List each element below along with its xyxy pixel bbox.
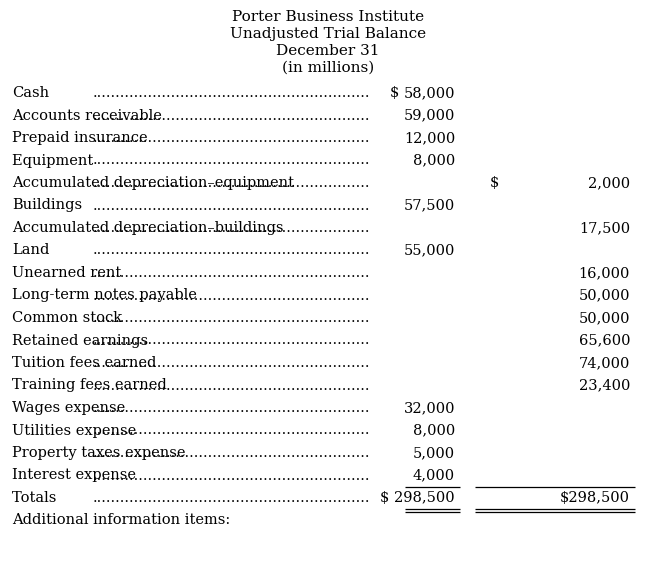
Text: 2,000: 2,000	[588, 176, 630, 190]
Text: Porter Business Institute: Porter Business Institute	[232, 10, 424, 24]
Text: 8,000: 8,000	[413, 154, 455, 168]
Text: Common stock: Common stock	[12, 311, 122, 325]
Text: ............................................................: ........................................…	[92, 221, 370, 235]
Text: ............................................................: ........................................…	[92, 423, 370, 437]
Text: Cash: Cash	[12, 86, 49, 100]
Text: Interest expense: Interest expense	[12, 468, 140, 482]
Text: ............................................................: ........................................…	[92, 356, 370, 370]
Text: Additional information items:: Additional information items:	[12, 513, 230, 528]
Text: (in millions): (in millions)	[282, 61, 374, 75]
Text: ............................................................: ........................................…	[92, 266, 370, 280]
Text: Land: Land	[12, 244, 49, 257]
Text: Prepaid insurance: Prepaid insurance	[12, 131, 152, 145]
Text: Buildings: Buildings	[12, 199, 82, 212]
Text: ............................................................: ........................................…	[92, 311, 370, 325]
Text: Accumulated depreciation–buildings: Accumulated depreciation–buildings	[12, 221, 283, 235]
Text: 50,000: 50,000	[579, 288, 630, 302]
Text: 59,000: 59,000	[403, 109, 455, 123]
Text: 65,600: 65,600	[579, 333, 630, 347]
Text: ............................................................: ........................................…	[92, 401, 370, 415]
Text: Unadjusted Trial Balance: Unadjusted Trial Balance	[230, 27, 426, 41]
Text: ............................................................: ........................................…	[92, 154, 370, 168]
Text: ............................................................: ........................................…	[92, 491, 370, 505]
Text: ............................................................: ........................................…	[92, 109, 370, 123]
Text: ............................................................: ........................................…	[92, 131, 370, 145]
Text: Training fees earned: Training fees earned	[12, 378, 171, 392]
Text: ............................................................: ........................................…	[92, 468, 370, 482]
Text: Long-term notes payable: Long-term notes payable	[12, 288, 197, 302]
Text: 50,000: 50,000	[579, 311, 630, 325]
Text: Tuition fees earned: Tuition fees earned	[12, 356, 161, 370]
Text: 4,000: 4,000	[413, 468, 455, 482]
Text: December 31: December 31	[276, 44, 380, 58]
Text: $298,500: $298,500	[560, 491, 630, 505]
Text: ............................................................: ........................................…	[92, 288, 370, 302]
Text: 32,000: 32,000	[403, 401, 455, 415]
Text: 5,000: 5,000	[413, 446, 455, 460]
Text: ............................................................: ........................................…	[92, 244, 370, 257]
Text: Wages expense: Wages expense	[12, 401, 130, 415]
Text: 57,500: 57,500	[403, 199, 455, 212]
Text: 74,000: 74,000	[579, 356, 630, 370]
Text: $: $	[490, 176, 499, 190]
Text: 12,000: 12,000	[403, 131, 455, 145]
Text: Utilities expense: Utilities expense	[12, 423, 141, 437]
Text: ............................................................: ........................................…	[92, 86, 370, 100]
Text: ............................................................: ........................................…	[92, 199, 370, 212]
Text: ............................................................: ........................................…	[92, 378, 370, 392]
Text: $ 298,500: $ 298,500	[380, 491, 455, 505]
Text: 23,400: 23,400	[579, 378, 630, 392]
Text: 55,000: 55,000	[403, 244, 455, 257]
Text: 8,000: 8,000	[413, 423, 455, 437]
Text: 16,000: 16,000	[579, 266, 630, 280]
Text: Totals: Totals	[12, 491, 61, 505]
Text: Unearned rent: Unearned rent	[12, 266, 121, 280]
Text: ............................................................: ........................................…	[92, 176, 370, 190]
Text: 17,500: 17,500	[579, 221, 630, 235]
Text: Equipment: Equipment	[12, 154, 98, 168]
Text: Retained earnings: Retained earnings	[12, 333, 153, 347]
Text: Property taxes expense: Property taxes expense	[12, 446, 190, 460]
Text: Accounts receivable: Accounts receivable	[12, 109, 162, 123]
Text: ............................................................: ........................................…	[92, 446, 370, 460]
Text: 58,000: 58,000	[403, 86, 455, 100]
Text: $: $	[390, 86, 400, 100]
Text: Accumulated depreciation–equipment: Accumulated depreciation–equipment	[12, 176, 298, 190]
Text: ............................................................: ........................................…	[92, 333, 370, 347]
